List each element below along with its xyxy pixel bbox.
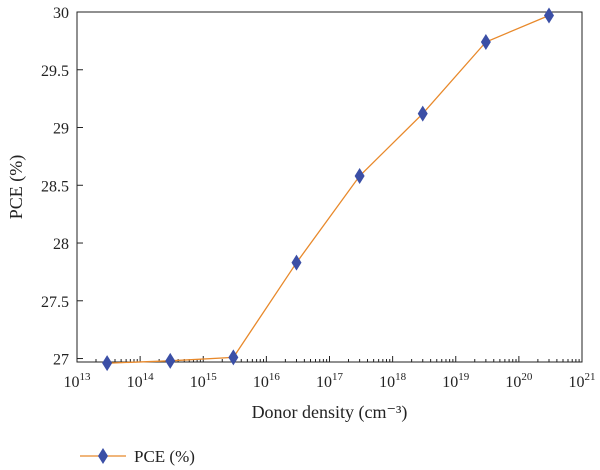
x-tick-label: 1018	[379, 371, 407, 391]
data-point-marker	[165, 352, 176, 369]
x-axis-ticks: 1013 1014 1015 1016 1017 1018 1019 1020 1021	[64, 356, 596, 391]
x-tick-label-base: 10	[64, 374, 80, 391]
x-tick-label-base: 10	[190, 374, 206, 391]
x-tick-label: 1021	[569, 371, 596, 391]
x-tick-label-exponent: 21	[585, 371, 596, 383]
pce-series-line	[107, 14, 550, 364]
y-tick-label: 28	[53, 236, 69, 253]
x-tick-label-exponent: 13	[80, 371, 92, 383]
legend-label: PCE (%)	[134, 447, 195, 466]
data-point-marker	[543, 7, 554, 24]
x-tick-label: 1013	[64, 371, 92, 391]
x-tick-label-exponent: 20	[521, 371, 533, 383]
x-tick-label-exponent: 16	[269, 371, 281, 383]
x-tick-label: 1019	[442, 371, 470, 391]
data-point-marker	[480, 34, 491, 51]
x-tick-label-exponent: 19	[458, 371, 470, 383]
x-tick-label-base: 10	[569, 374, 585, 391]
plot-area-frame	[76, 11, 583, 363]
y-tick-label: 28.5	[41, 178, 69, 195]
x-tick-label: 1020	[505, 371, 533, 391]
x-tick-label-base: 10	[253, 374, 269, 391]
x-tick-label-base: 10	[379, 374, 395, 391]
x-tick-label: 1016	[253, 371, 281, 391]
data-point-marker	[354, 168, 365, 185]
y-tick-label: 30	[53, 5, 69, 22]
x-tick-label: 1017	[316, 371, 344, 391]
y-tick-label: 27.5	[41, 294, 69, 311]
data-point-marker	[228, 349, 239, 366]
x-tick-label-base: 10	[442, 374, 458, 391]
x-tick-label-exponent: 14	[143, 371, 155, 383]
y-axis-title: PCE (%)	[6, 155, 27, 220]
data-point-marker	[102, 355, 113, 372]
x-tick-label: 1015	[190, 371, 218, 391]
y-axis-ticks: 27 27.5 28 28.5 29 29.5 30	[41, 5, 83, 369]
y-tick-label: 27	[53, 352, 69, 369]
x-axis-title: Donor density (cm⁻³)	[252, 402, 408, 423]
pce-series-markers	[102, 7, 554, 372]
x-tick-label-base: 10	[316, 374, 332, 391]
x-tick-label: 1014	[127, 371, 155, 391]
x-tick-label-base: 10	[505, 374, 521, 391]
x-tick-label-exponent: 17	[332, 371, 344, 383]
x-tick-label-exponent: 18	[395, 371, 407, 383]
legend-diamond-marker	[98, 448, 108, 464]
y-tick-label: 29	[53, 121, 69, 138]
data-point-marker	[417, 105, 428, 122]
legend: PCE (%)	[80, 447, 195, 466]
x-tick-label-exponent: 15	[206, 371, 218, 383]
y-tick-label: 29.5	[41, 63, 69, 80]
data-point-marker	[291, 254, 302, 271]
x-tick-label-base: 10	[127, 374, 143, 391]
